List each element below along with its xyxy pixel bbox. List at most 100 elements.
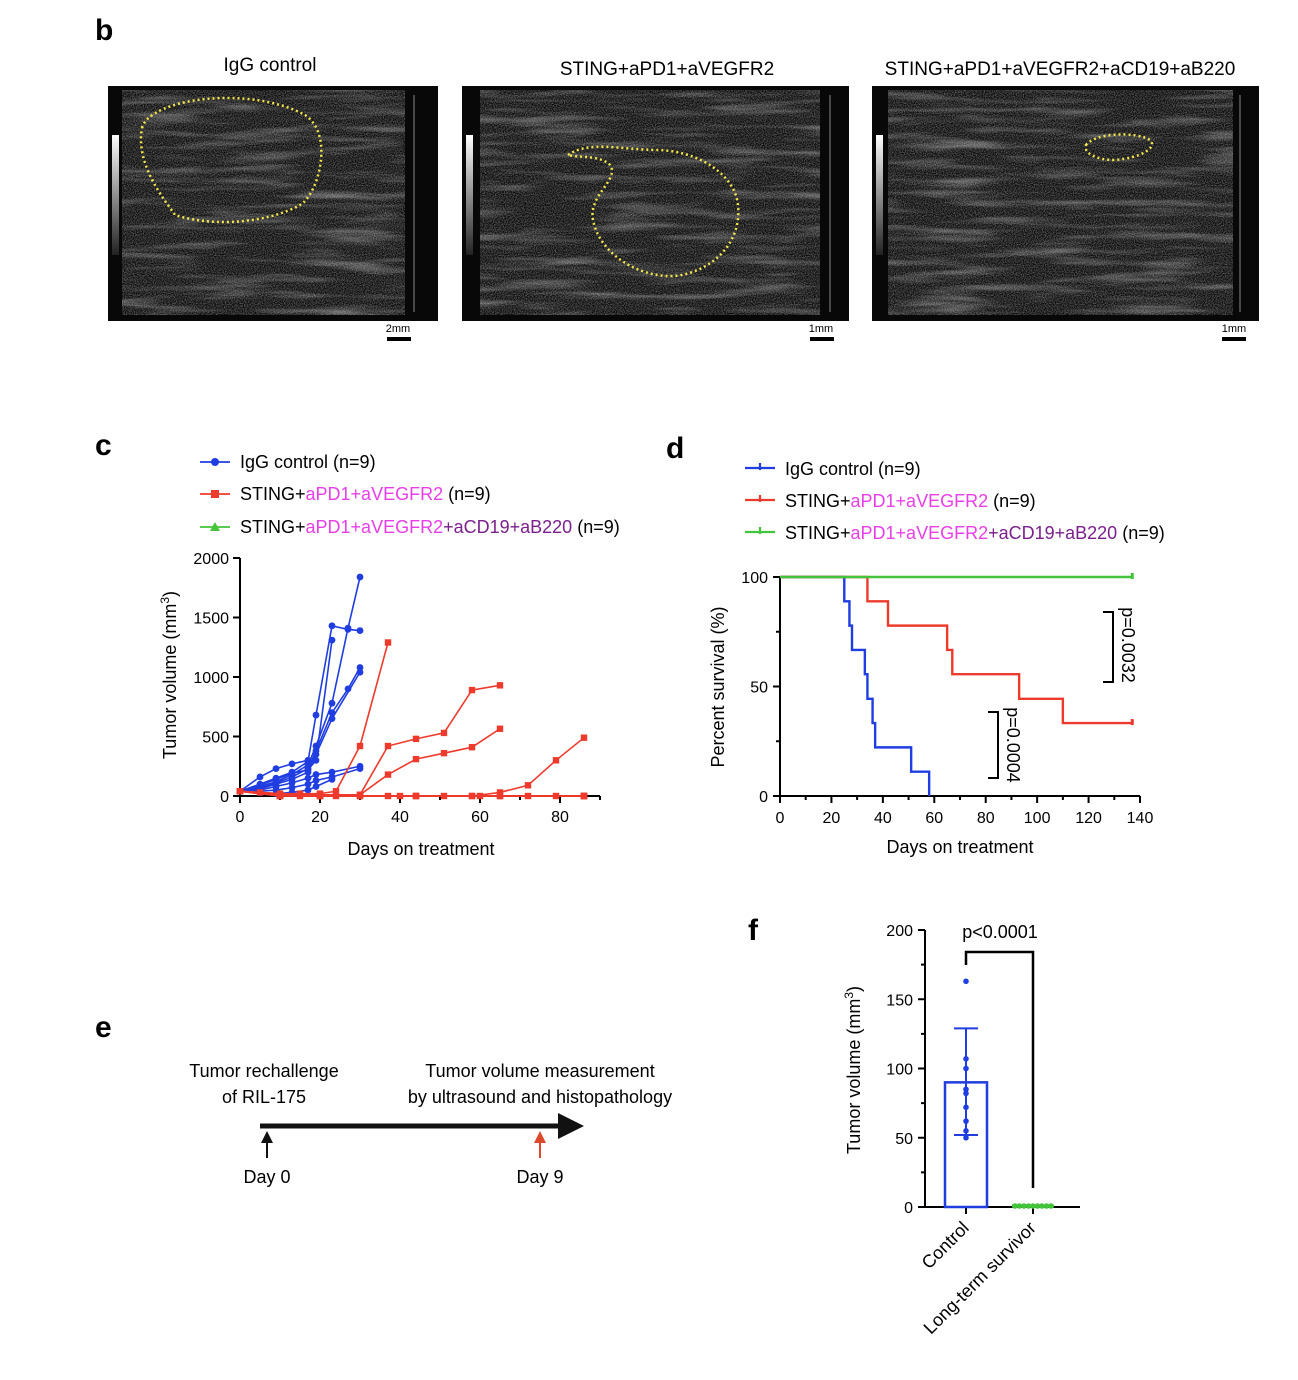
chart-f-point <box>1030 1203 1036 1209</box>
chart-c-point <box>356 664 364 671</box>
chart-f-point <box>1016 1203 1023 1209</box>
legend-d-item-2: STING+aPD1+aVEGFR2 (n=9) <box>785 491 1036 511</box>
chart-f-category-label: Control <box>918 1218 973 1273</box>
legend-d-item-1: IgG control (n=9) <box>785 459 921 479</box>
chart-c-point <box>312 771 320 778</box>
ultrasound-image-3: 1mm <box>872 86 1259 341</box>
chart-f-ytick-label: 200 <box>886 923 913 940</box>
chart-c-point <box>288 784 296 792</box>
chart-d-survival: 0 50 100 0 20 40 60 80 100 120 140 <box>741 570 1153 827</box>
chart-c-point <box>524 782 532 789</box>
ultrasound-image-1: 2mm <box>108 86 438 341</box>
chart-c-point <box>356 573 364 581</box>
day0-label: Day 0 <box>243 1167 290 1187</box>
chart-f-point <box>1039 1203 1045 1209</box>
panel-label-d: d <box>666 432 684 465</box>
chart-c-point <box>288 769 296 777</box>
pvalue-bracket-2: p=0.0004 <box>988 707 1023 783</box>
chart-c-ytick-label: 1500 <box>193 611 229 628</box>
chart-c-point <box>276 792 284 800</box>
chart-c-series-line <box>239 624 361 792</box>
chart-c-point <box>496 725 504 732</box>
chart-c-point <box>580 792 588 800</box>
chart-c-point <box>304 786 312 794</box>
chart-c-point <box>356 742 364 750</box>
chart-c-series-line <box>239 667 361 793</box>
day9-arrow <box>534 1131 546 1143</box>
chart-c-point <box>288 779 296 787</box>
panel-label-e: e <box>95 1011 112 1044</box>
chart-c-point <box>356 627 364 634</box>
pvalue-bracket-f: p<0.0001 <box>962 922 1038 1188</box>
image-title-1: IgG control <box>224 55 317 76</box>
pvalue-bracket-1: p=0.0032 <box>1103 607 1138 683</box>
chart-d-xtick-label: 120 <box>1075 810 1102 827</box>
chart-f-point <box>1021 1203 1027 1209</box>
timeline-right-line-1: Tumor volume measurement <box>425 1061 654 1081</box>
chart-f-point <box>1025 1203 1032 1209</box>
chart-c-point <box>236 788 244 795</box>
tumor-outline-3 <box>1084 133 1154 162</box>
chart-d-xlabel: Days on treatment <box>886 837 1033 857</box>
chart-c-point <box>304 756 312 764</box>
legend-c-item-1: IgG control (n=9) <box>240 452 376 472</box>
chart-c-point <box>496 789 504 796</box>
legend-d-item-3: STING+aPD1+aVEGFR2+aCD19+aB220 (n=9) <box>785 523 1165 543</box>
ultrasound-image-2: 1mm <box>462 86 849 341</box>
chart-c-point <box>272 775 280 783</box>
chart-c-point <box>580 734 588 741</box>
chart-d-xtick-label: 80 <box>977 810 995 827</box>
legend-d: IgG control (n=9) STING+aPD1+aVEGFR2 (n=… <box>745 459 1165 543</box>
chart-c-point <box>312 777 320 784</box>
chart-c-point <box>496 682 504 689</box>
chart-c-point <box>312 756 320 764</box>
chart-d-ytick-label: 50 <box>750 680 768 697</box>
chart-c-xtick-label: 40 <box>391 809 409 826</box>
image-title-2: STING+aPD1+aVEGFR2 <box>560 59 774 80</box>
chart-d-ytick-label: 0 <box>759 789 768 806</box>
panel-label-f: f <box>748 914 759 947</box>
chart-c-point <box>412 735 420 743</box>
panel-label-b: b <box>95 14 113 47</box>
pvalue-2: p=0.0004 <box>1003 707 1023 783</box>
chart-f-point <box>1043 1203 1050 1209</box>
chart-f-ytick-label: 150 <box>886 992 913 1009</box>
chart-f-point <box>963 1118 969 1124</box>
timeline-arrowhead <box>558 1113 584 1139</box>
chart-f-point <box>963 1134 969 1141</box>
chart-c-point <box>304 774 312 782</box>
chart-c-xtick-label: 20 <box>311 809 329 826</box>
chart-d-xtick-label: 60 <box>925 810 943 827</box>
pvalue-1: p=0.0032 <box>1118 607 1138 683</box>
chart-c-point <box>328 775 336 783</box>
scale-bar-2: 1mm <box>809 323 833 335</box>
chart-f-point <box>963 1065 969 1072</box>
chart-c-ytick-label: 0 <box>220 789 229 806</box>
chart-c-point <box>328 699 336 707</box>
chart-d-survival-curve <box>780 575 1133 725</box>
day9-label: Day 9 <box>516 1167 563 1187</box>
chart-c-point <box>312 783 320 790</box>
chart-f-point <box>1034 1203 1041 1209</box>
scale-bar-3: 1mm <box>1222 323 1246 335</box>
chart-d-ylabel: Percent survival (%) <box>708 606 728 767</box>
chart-f-point <box>1048 1203 1054 1209</box>
chart-c-xtick-label: 0 <box>236 809 245 826</box>
chart-c-point <box>468 744 476 751</box>
chart-c-ytick-label: 500 <box>202 730 229 747</box>
chart-c-point <box>304 766 312 774</box>
chart-d-xtick-label: 40 <box>874 810 892 827</box>
chart-c-point <box>304 780 312 788</box>
day0-arrow <box>261 1131 273 1143</box>
chart-c-point <box>288 760 296 768</box>
chart-c-point <box>384 771 392 778</box>
chart-c-point <box>440 749 448 757</box>
chart-c-point <box>440 729 448 737</box>
chart-d-xtick-label: 140 <box>1127 810 1154 827</box>
chart-c-point <box>272 765 280 773</box>
chart-c-point <box>412 792 420 800</box>
chart-c-point <box>468 686 476 694</box>
chart-c-point <box>256 781 264 789</box>
chart-c-point <box>552 757 560 764</box>
chart-c-point <box>384 639 392 646</box>
